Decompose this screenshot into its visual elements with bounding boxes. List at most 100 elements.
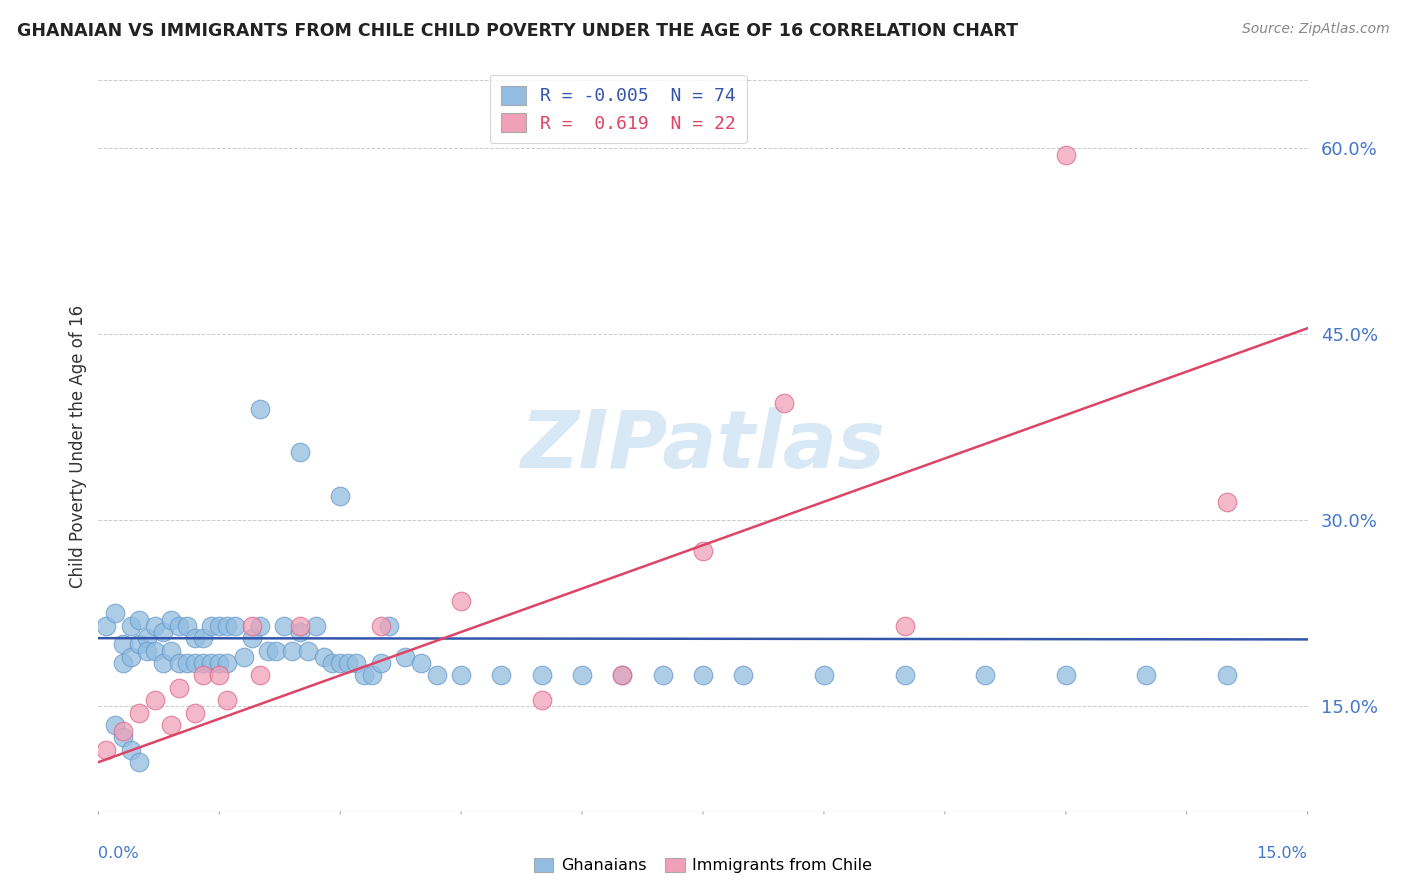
Point: [135, 631, 157, 645]
Point: [120, 743, 142, 757]
Point: [96, 619, 118, 633]
Text: 15.0%: 15.0%: [1257, 847, 1308, 862]
Legend: R = -0.005  N = 74, R =  0.619  N = 22: R = -0.005 N = 74, R = 0.619 N = 22: [489, 75, 747, 144]
Point: [288, 624, 311, 639]
Point: [692, 544, 714, 558]
Point: [651, 668, 673, 682]
Point: [297, 643, 319, 657]
Point: [1135, 668, 1157, 682]
Point: [200, 619, 222, 633]
Point: [128, 613, 150, 627]
Point: [167, 656, 190, 670]
Point: [491, 668, 513, 682]
Point: [314, 649, 336, 664]
Point: [281, 643, 304, 657]
Point: [264, 643, 287, 657]
Point: [361, 668, 384, 682]
Point: [128, 637, 150, 651]
Point: [103, 607, 125, 621]
Point: [288, 445, 311, 459]
Point: [224, 619, 246, 633]
Point: [321, 656, 343, 670]
Point: [571, 668, 593, 682]
Point: [772, 395, 794, 409]
Point: [103, 718, 125, 732]
Legend: Ghanaians, Immigrants from Chile: Ghanaians, Immigrants from Chile: [527, 851, 879, 880]
Point: [111, 637, 134, 651]
Point: [120, 649, 142, 664]
Point: [394, 649, 416, 664]
Point: [1054, 668, 1077, 682]
Y-axis label: Child Poverty Under the Age of 16: Child Poverty Under the Age of 16: [69, 304, 87, 588]
Point: [409, 656, 432, 670]
Point: [450, 594, 472, 608]
Text: 0.0%: 0.0%: [98, 847, 139, 862]
Point: [288, 619, 311, 633]
Point: [167, 681, 190, 695]
Point: [733, 668, 755, 682]
Point: [160, 718, 183, 732]
Point: [152, 656, 174, 670]
Point: [273, 619, 295, 633]
Point: [111, 731, 134, 745]
Point: [530, 693, 553, 707]
Point: [167, 619, 190, 633]
Text: ZIPatlas: ZIPatlas: [520, 407, 886, 485]
Point: [377, 619, 399, 633]
Point: [176, 619, 198, 633]
Point: [240, 631, 263, 645]
Point: [217, 656, 239, 670]
Point: [329, 489, 352, 503]
Point: [249, 668, 271, 682]
Point: [208, 656, 231, 670]
Point: [450, 668, 472, 682]
Point: [111, 656, 134, 670]
Point: [305, 619, 328, 633]
Point: [160, 643, 183, 657]
Point: [1054, 147, 1077, 161]
Point: [426, 668, 449, 682]
Point: [176, 656, 198, 670]
Point: [813, 668, 835, 682]
Point: [256, 643, 278, 657]
Point: [200, 656, 222, 670]
Point: [128, 755, 150, 769]
Point: [370, 656, 392, 670]
Point: [893, 668, 915, 682]
Point: [1216, 495, 1239, 509]
Point: [240, 619, 263, 633]
Point: [193, 631, 215, 645]
Point: [692, 668, 714, 682]
Point: [128, 706, 150, 720]
Point: [329, 656, 352, 670]
Text: Source: ZipAtlas.com: Source: ZipAtlas.com: [1241, 22, 1389, 37]
Point: [208, 619, 231, 633]
Point: [184, 706, 207, 720]
Point: [152, 624, 174, 639]
Point: [232, 649, 254, 664]
Point: [217, 693, 239, 707]
Point: [612, 668, 634, 682]
Point: [217, 619, 239, 633]
Point: [193, 668, 215, 682]
Point: [111, 724, 134, 739]
Point: [974, 668, 997, 682]
Point: [337, 656, 360, 670]
Point: [160, 613, 183, 627]
Point: [612, 668, 634, 682]
Point: [96, 743, 118, 757]
Point: [1216, 668, 1239, 682]
Point: [193, 656, 215, 670]
Point: [143, 619, 166, 633]
Point: [135, 643, 157, 657]
Point: [249, 619, 271, 633]
Text: GHANAIAN VS IMMIGRANTS FROM CHILE CHILD POVERTY UNDER THE AGE OF 16 CORRELATION : GHANAIAN VS IMMIGRANTS FROM CHILE CHILD …: [17, 22, 1018, 40]
Point: [370, 619, 392, 633]
Point: [143, 693, 166, 707]
Point: [530, 668, 553, 682]
Point: [184, 631, 207, 645]
Point: [184, 656, 207, 670]
Point: [120, 619, 142, 633]
Point: [249, 401, 271, 416]
Point: [353, 668, 375, 682]
